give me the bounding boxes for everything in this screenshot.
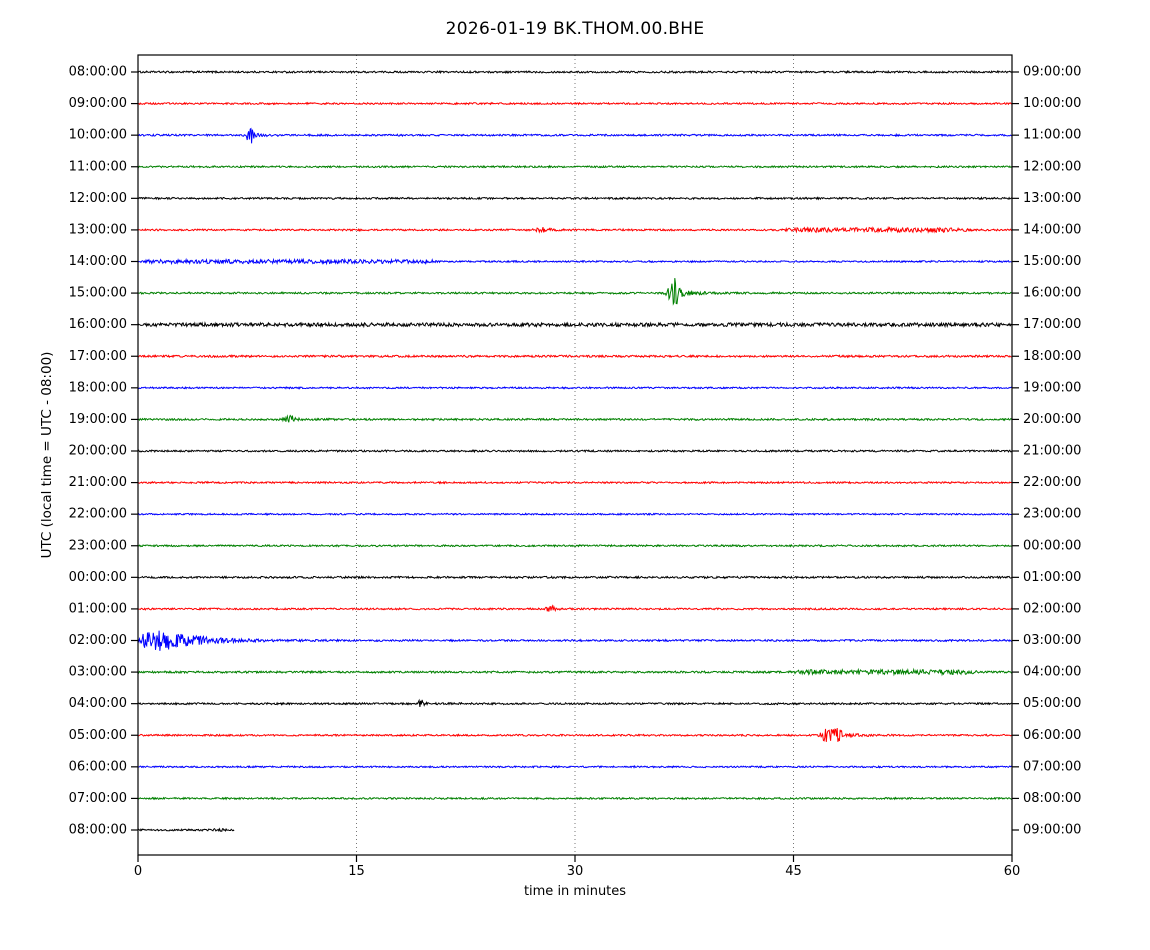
trace-row-01:00:00 xyxy=(137,604,1013,613)
y-tick-label-left: 09:00:00 xyxy=(69,96,127,111)
y-tick-label-left: 01:00:00 xyxy=(69,601,127,616)
trace-row-02:00:00 xyxy=(137,630,1012,651)
trace-row-10:00:00 xyxy=(137,127,1013,144)
y-tick-label-left: 08:00:00 xyxy=(69,65,127,80)
y-tick-label-left: 05:00:00 xyxy=(69,728,127,743)
y-tick-label-right: 19:00:00 xyxy=(1023,380,1081,395)
trace-row-14:00:00 xyxy=(137,257,1013,266)
trace-row-09:00:00 xyxy=(137,101,1013,106)
trace-row-17:00:00 xyxy=(137,354,1012,359)
x-tick-label-15: 15 xyxy=(348,864,365,879)
y-tick-label-left: 00:00:00 xyxy=(69,570,127,585)
y-tick-label-left: 19:00:00 xyxy=(69,412,127,427)
y-tick-label-right: 07:00:00 xyxy=(1023,759,1081,774)
x-axis-label: time in minutes xyxy=(523,884,627,899)
y-tick-label-left: 11:00:00 xyxy=(69,159,127,174)
trace-row-11:00:00 xyxy=(137,164,1013,169)
y-tick-label-right: 17:00:00 xyxy=(1023,317,1081,332)
y-tick-label-left: 20:00:00 xyxy=(69,444,127,459)
trace-row-07:00:00 xyxy=(137,796,1013,801)
y-tick-label-left: 16:00:00 xyxy=(69,317,127,332)
y-tick-label-right: 13:00:00 xyxy=(1023,191,1081,206)
trace-row-08:00:00 xyxy=(137,827,235,833)
y-tick-label-left: 06:00:00 xyxy=(69,759,127,774)
y-tick-label-left: 04:00:00 xyxy=(69,696,127,711)
x-tick-label-30: 30 xyxy=(567,864,584,879)
trace-row-08:00:00 xyxy=(137,69,1013,75)
y-tick-label-right: 06:00:00 xyxy=(1023,728,1081,743)
y-tick-label-left: 21:00:00 xyxy=(69,475,127,490)
y-tick-label-left: 10:00:00 xyxy=(69,128,127,143)
y-tick-label-right: 16:00:00 xyxy=(1023,286,1081,301)
trace-row-00:00:00 xyxy=(137,575,1013,580)
trace-row-05:00:00 xyxy=(137,727,1013,742)
trace-row-03:00:00 xyxy=(137,667,1013,677)
y-tick-label-right: 23:00:00 xyxy=(1023,507,1081,522)
trace-row-19:00:00 xyxy=(137,414,1013,423)
y-tick-label-left: 03:00:00 xyxy=(69,665,127,680)
y-tick-label-right: 04:00:00 xyxy=(1023,665,1081,680)
chart-title: 2026-01-19 BK.THOM.00.BHE xyxy=(445,19,705,39)
y-tick-label-right: 22:00:00 xyxy=(1023,475,1081,490)
trace-row-15:00:00 xyxy=(137,278,1013,306)
trace-row-06:00:00 xyxy=(137,764,1013,769)
y-tick-label-left: 12:00:00 xyxy=(69,191,127,206)
trace-row-23:00:00 xyxy=(138,543,1013,548)
y-tick-label-right: 00:00:00 xyxy=(1023,538,1081,553)
y-tick-label-right: 11:00:00 xyxy=(1023,128,1081,143)
y-tick-label-right: 05:00:00 xyxy=(1023,696,1081,711)
trace-row-16:00:00 xyxy=(137,321,1013,329)
y-tick-label-left: 18:00:00 xyxy=(69,380,127,395)
y-tick-label-right: 18:00:00 xyxy=(1023,349,1081,364)
trace-row-22:00:00 xyxy=(137,512,1013,517)
x-tick-label-0: 0 xyxy=(134,864,142,879)
y-tick-label-left: 08:00:00 xyxy=(69,823,127,838)
trace-row-20:00:00 xyxy=(137,448,1013,454)
x-tick-label-60: 60 xyxy=(1004,864,1021,879)
y-tick-label-right: 10:00:00 xyxy=(1023,96,1081,111)
y-tick-label-right: 08:00:00 xyxy=(1023,791,1081,806)
y-tick-label-right: 15:00:00 xyxy=(1023,254,1081,269)
y-tick-label-left: 07:00:00 xyxy=(69,791,127,806)
y-tick-label-right: 21:00:00 xyxy=(1023,444,1081,459)
trace-row-04:00:00 xyxy=(137,698,1013,707)
y-tick-label-right: 03:00:00 xyxy=(1023,633,1081,648)
y-tick-label-right: 02:00:00 xyxy=(1023,601,1081,616)
y-tick-label-right: 01:00:00 xyxy=(1023,570,1081,585)
y-tick-label-right: 09:00:00 xyxy=(1023,65,1081,80)
trace-row-18:00:00 xyxy=(137,385,1013,390)
y-tick-label-left: 23:00:00 xyxy=(69,538,127,553)
x-tick-label-45: 45 xyxy=(785,864,802,879)
trace-row-13:00:00 xyxy=(137,225,1013,234)
y-tick-label-left: 13:00:00 xyxy=(69,222,127,237)
y-tick-label-left: 15:00:00 xyxy=(69,286,127,301)
y-tick-label-right: 20:00:00 xyxy=(1023,412,1081,427)
y-tick-label-right: 09:00:00 xyxy=(1023,823,1081,838)
y-tick-label-left: 22:00:00 xyxy=(69,507,127,522)
y-tick-label-right: 14:00:00 xyxy=(1023,222,1081,237)
y-tick-label-right: 12:00:00 xyxy=(1023,159,1081,174)
y-tick-label-left: 14:00:00 xyxy=(69,254,127,269)
y-tick-label-left: 17:00:00 xyxy=(69,349,127,364)
y-tick-label-left: 02:00:00 xyxy=(69,633,127,648)
trace-row-12:00:00 xyxy=(137,196,1013,201)
trace-row-21:00:00 xyxy=(137,480,1013,485)
